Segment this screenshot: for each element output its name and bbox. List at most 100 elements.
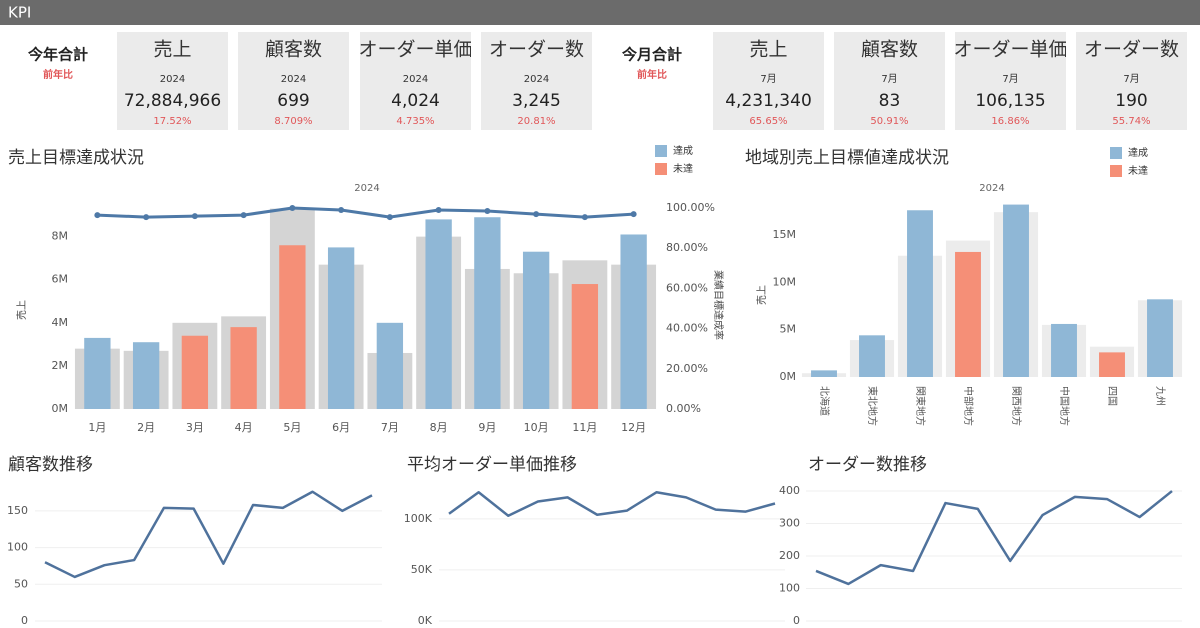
y-tick-label: 100: [7, 541, 28, 554]
legend-swatch: [1110, 165, 1122, 177]
kpi-title: 売上: [749, 39, 787, 61]
chart-title: 地域別売上目標値達成状況: [745, 148, 949, 168]
y-tick-label: 2M: [52, 359, 69, 372]
rate-point: [191, 213, 198, 220]
rate-point: [143, 214, 150, 221]
kpi-period: 2024: [403, 74, 428, 85]
x-tick-label: 12月: [621, 421, 646, 434]
x-tick-label: 5月: [283, 421, 301, 434]
legend-label: 未達: [1128, 165, 1148, 177]
x-tick-label: 九州: [1154, 386, 1166, 406]
rate-point: [630, 211, 637, 218]
y-tick-label: 0M: [52, 402, 69, 415]
x-tick-label: 2月: [137, 421, 155, 434]
y2-tick-label: 80.00%: [666, 241, 708, 254]
bar: [474, 217, 501, 409]
y2-tick-label: 0.00%: [666, 402, 701, 415]
chart-title: 売上目標達成状況: [8, 148, 144, 168]
kpi-value: 72,884,966: [124, 91, 221, 111]
kpi-change: 50.91%: [870, 116, 908, 127]
rate-point: [240, 212, 247, 219]
y2-tick-label: 40.00%: [666, 322, 708, 335]
chart-title: オーダー数推移: [808, 455, 927, 475]
bar: [279, 245, 306, 409]
y-tick-label: 0K: [418, 614, 433, 627]
line: [448, 491, 776, 518]
y-tick-label: 0M: [780, 370, 797, 383]
kpi-card: [238, 32, 349, 130]
x-tick-label: 3月: [186, 421, 204, 434]
kpi-title: オーダー単価: [358, 39, 472, 61]
bar: [327, 247, 355, 409]
kpi-value: 4,024: [391, 91, 440, 111]
legend-label: 未達: [673, 163, 693, 175]
y2-axis-label: 業績目標達成率: [712, 270, 725, 340]
y-tick-label: 4M: [52, 316, 69, 329]
kpi-card: [481, 32, 592, 130]
y-tick-label: 15M: [773, 228, 797, 241]
kpi-value: 190: [1115, 91, 1147, 111]
x-tick-label: 6月: [332, 421, 350, 434]
x-tick-label: 東北地方: [866, 386, 879, 426]
kpi-value: 4,231,340: [725, 91, 812, 111]
kpi-change: 4.735%: [396, 116, 434, 127]
bar: [859, 335, 885, 377]
line: [44, 490, 373, 579]
rate-point: [338, 207, 345, 214]
rate-point: [289, 205, 296, 212]
y-tick-label: 100: [779, 582, 800, 595]
bar: [132, 342, 160, 409]
y-tick-label: 200: [779, 549, 800, 562]
legend-label: 達成: [673, 145, 693, 157]
kpi-value: 83: [879, 91, 901, 111]
bar: [1147, 299, 1173, 377]
y-tick-label: 50: [14, 577, 28, 590]
rate-point: [386, 214, 393, 221]
kpi-value: 106,135: [975, 91, 1045, 111]
kpi-change: 16.86%: [991, 116, 1029, 127]
kpi-period: 7月: [881, 73, 897, 85]
y-tick-label: 6M: [52, 273, 69, 286]
x-tick-label: 9月: [478, 421, 496, 434]
x-tick-label: 1月: [88, 421, 106, 434]
bar: [811, 370, 837, 377]
kpi-title: 顧客数: [861, 39, 918, 61]
bar: [181, 335, 209, 409]
kpi-title: 顧客数: [265, 39, 322, 61]
kpi-card: [360, 32, 471, 130]
bar: [1051, 323, 1077, 377]
x-tick-label: 8月: [430, 421, 448, 434]
x-tick-label: 関東地方: [914, 386, 927, 426]
y-tick-label: 5M: [780, 323, 797, 336]
y-tick-label: 50K: [411, 563, 433, 576]
y-tick-label: 150: [7, 504, 28, 517]
y-axis-label: 売上: [15, 300, 28, 320]
bar: [1003, 204, 1029, 377]
bar: [1099, 352, 1125, 377]
rate-point: [581, 214, 588, 221]
kpi-title: オーダー数: [489, 39, 584, 61]
kpi-period: 7月: [760, 73, 776, 85]
chart-subtitle: 2024: [979, 183, 1004, 194]
y2-tick-label: 100.00%: [666, 201, 715, 214]
chart-title: 平均オーダー単価推移: [407, 455, 577, 475]
group-sub: 前年比: [637, 68, 667, 81]
header-bar: [0, 0, 1200, 25]
rate-point: [94, 212, 101, 219]
y-tick-label: 100K: [404, 512, 433, 525]
header-title: KPI: [8, 4, 31, 22]
chart-title: 顧客数推移: [8, 455, 93, 475]
x-tick-label: 北海道: [818, 386, 831, 416]
y2-tick-label: 20.00%: [666, 362, 708, 375]
bar: [522, 251, 550, 409]
kpi-value: 3,245: [512, 91, 561, 111]
x-tick-label: 四国: [1106, 386, 1118, 406]
legend-label: 達成: [1128, 147, 1148, 159]
y-tick-label: 0: [793, 614, 800, 627]
y2-tick-label: 60.00%: [666, 281, 708, 294]
x-tick-label: 7月: [381, 421, 399, 434]
y-tick-label: 0: [21, 614, 28, 627]
y-tick-label: 300: [779, 517, 800, 530]
kpi-card: [834, 32, 945, 130]
